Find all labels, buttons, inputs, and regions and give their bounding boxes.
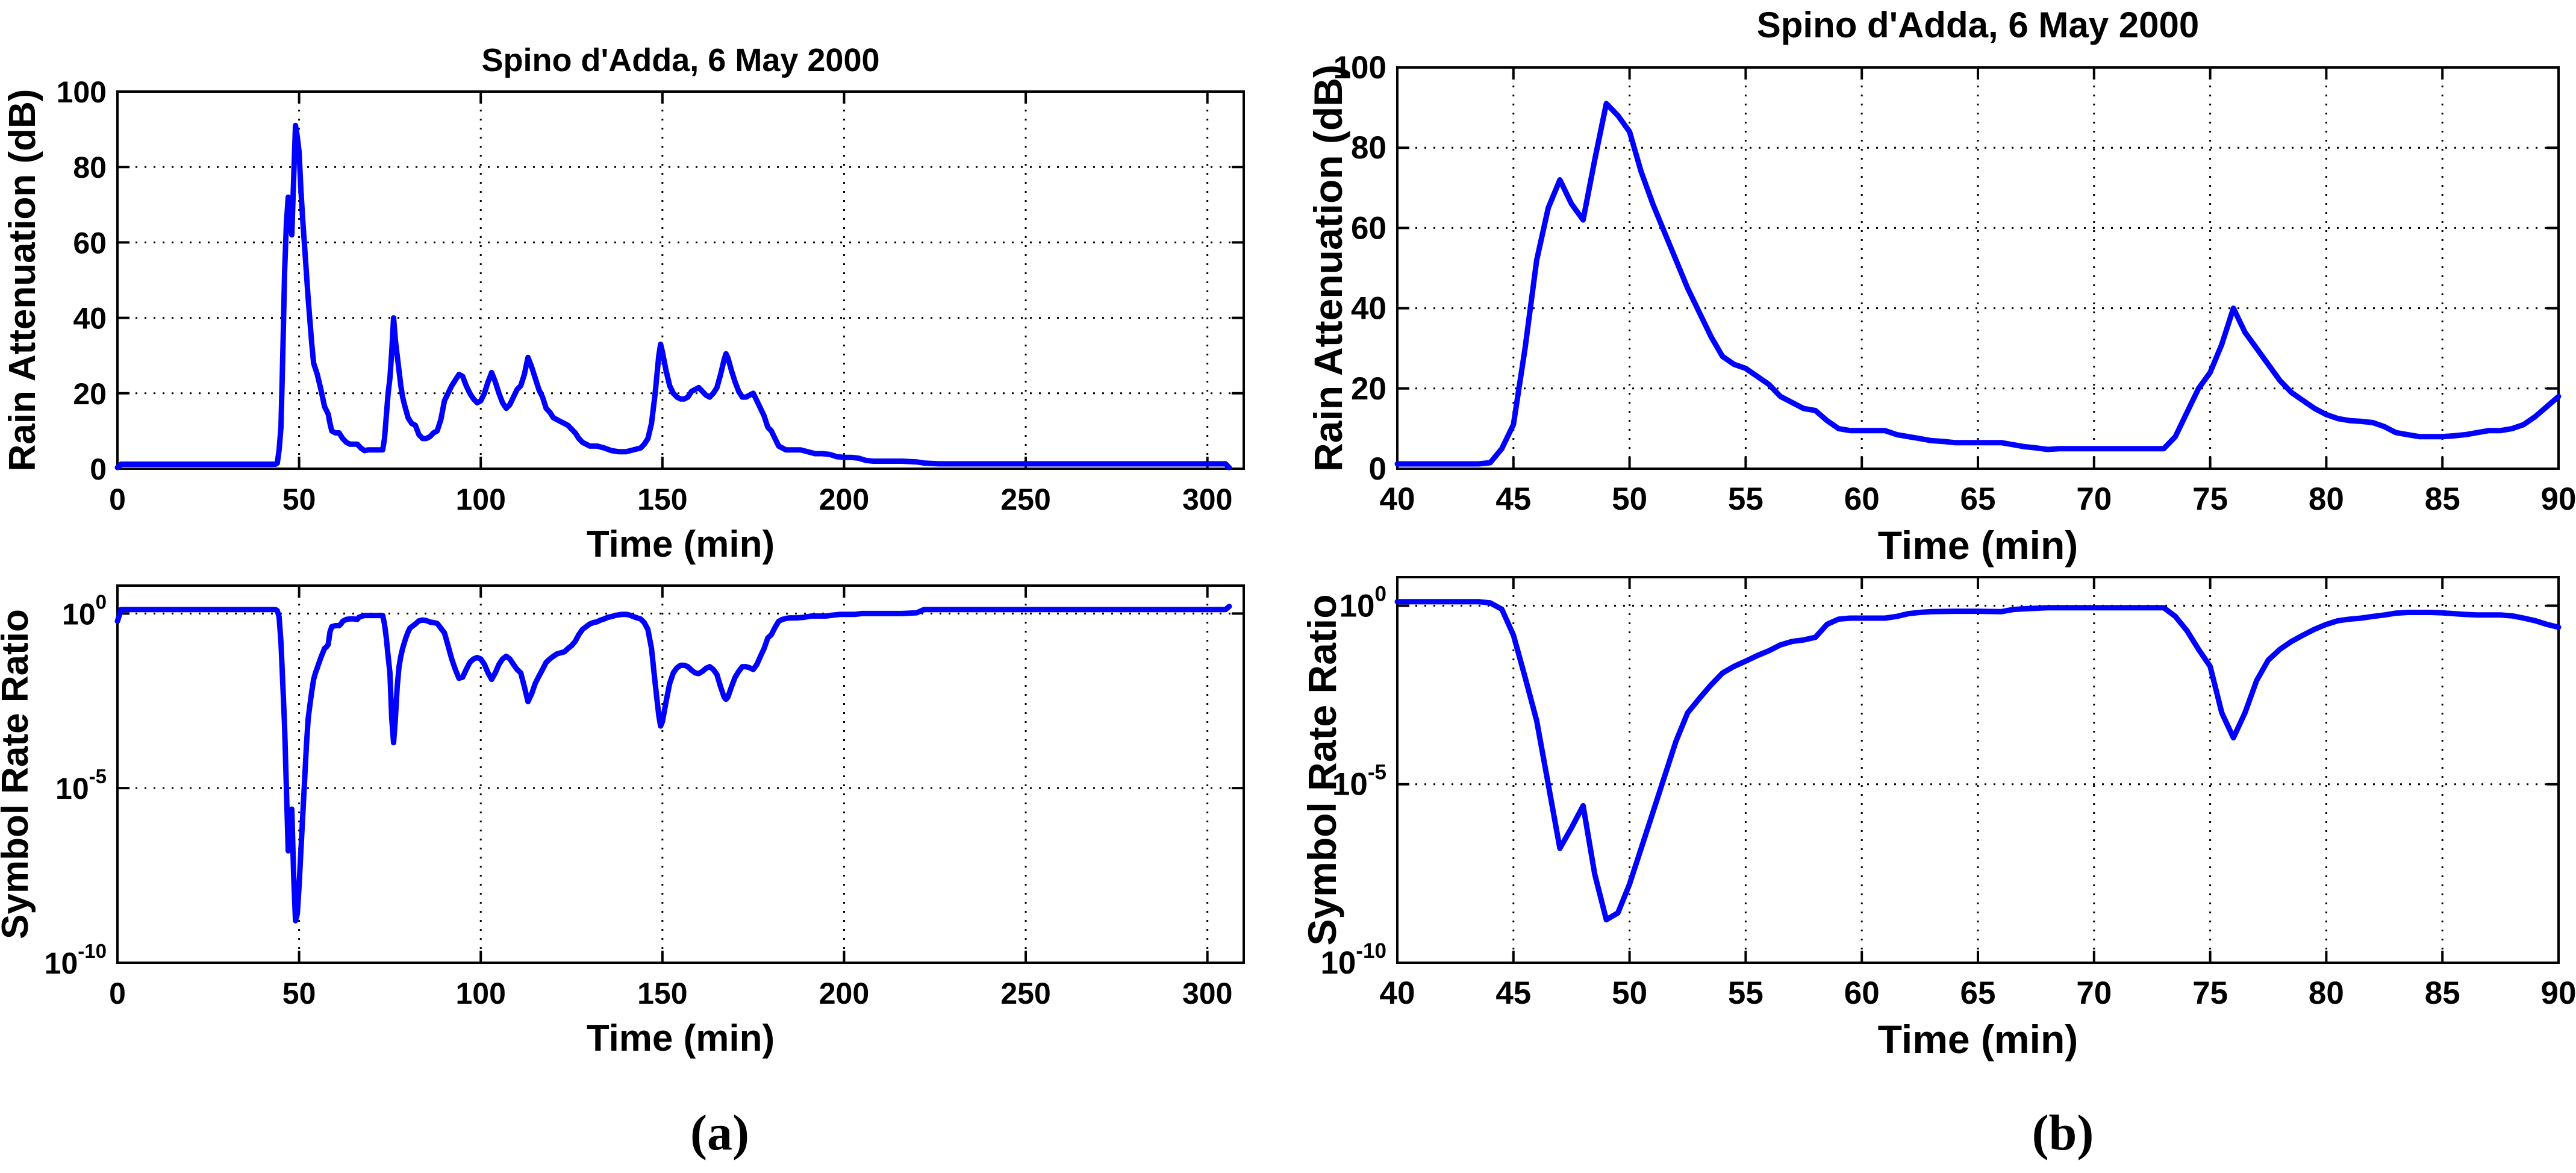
x-tick-label: 70: [2076, 481, 2112, 517]
y-tick-label: 100: [62, 590, 107, 631]
x-tick-label: 70: [2076, 975, 2112, 1011]
x-tick-label: 200: [819, 483, 869, 516]
x-tick-label: 300: [1182, 977, 1232, 1010]
y-tick-label: 20: [73, 377, 107, 411]
y-tick-label: 0: [1369, 451, 1386, 487]
y-tick-label: 20: [1351, 371, 1386, 407]
y-tick-label: 100: [57, 75, 107, 109]
x-tick-label: 60: [1844, 975, 1880, 1011]
attenuation-full-chart: 0 50 100 150 200 250 300 0 20 40 60 80 100 Spino d'Ad…: [2, 42, 1245, 565]
x-tick-label: 75: [2192, 975, 2228, 1011]
y-tick-label: 10-10: [45, 940, 107, 980]
x-tick-label: 85: [2425, 481, 2460, 517]
caption-b: (b): [2032, 1105, 2094, 1161]
y-axis-label: Rain Attenuation (dB): [2, 89, 43, 472]
x-tick-label: 80: [2309, 481, 2344, 517]
x-tick-label: 55: [1728, 975, 1764, 1011]
x-axis-label: Time (min): [587, 1018, 775, 1059]
x-tick-label: 0: [109, 977, 126, 1010]
x-tick-label: 250: [1000, 483, 1050, 516]
x-tick-label: 0: [109, 483, 126, 516]
y-tick-label: 40: [73, 302, 107, 336]
attenuation-zoom-data-line: [1394, 101, 2562, 467]
x-tick-label: 65: [1960, 975, 1996, 1011]
y-tick-label: 60: [1351, 210, 1386, 246]
chart-title: Spino d'Adda, 6 May 2000: [1757, 5, 2199, 45]
x-tick-label: 50: [282, 483, 316, 516]
caption-a: (a): [690, 1105, 749, 1161]
attenuation-zoom-chart: 40 45 50 55 60 65 70 75 80 85 90 0 20 40 60 80 100 Spino …: [1306, 5, 2576, 568]
y-tick-label: 80: [1351, 130, 1386, 166]
x-tick-label: 40: [1380, 481, 1415, 517]
x-tick-label: 45: [1495, 481, 1531, 517]
x-tick-label: 65: [1960, 481, 1996, 517]
x-tick-label: 45: [1495, 975, 1531, 1011]
x-axis-label: Time (min): [1878, 523, 2078, 568]
axes-box: [1396, 576, 2560, 964]
x-axis-label: Time (min): [587, 524, 775, 565]
x-tick-label: 150: [637, 483, 687, 516]
x-tick-label: 200: [819, 977, 869, 1010]
x-tick-label: 60: [1844, 481, 1880, 517]
x-tick-label: 50: [1612, 975, 1647, 1011]
x-tick-label: 250: [1000, 977, 1050, 1010]
x-tick-label: 150: [637, 977, 687, 1010]
y-tick-label: 10-5: [1332, 761, 1386, 802]
y-tick-label: 100: [1339, 582, 1386, 624]
y-tick-label: 100: [1333, 50, 1386, 86]
y-axis-label: Symbol Rate Ratio: [0, 609, 36, 939]
x-tick-label: 100: [456, 483, 506, 516]
x-tick-label: 40: [1380, 975, 1415, 1011]
x-tick-label: 90: [2541, 481, 2576, 517]
ratio-zoom-data-line: [1394, 599, 2562, 923]
y-tick-label: 0: [90, 452, 107, 486]
y-tick-label: 80: [73, 151, 107, 184]
axes-box: [116, 584, 1245, 964]
x-tick-label: 55: [1728, 481, 1764, 517]
axes-box: [116, 90, 1245, 470]
attenuation-full-data-line: [114, 122, 1232, 471]
y-tick-label: 10-10: [1320, 939, 1386, 981]
x-tick-label: 90: [2541, 975, 2576, 1011]
x-tick-label: 50: [282, 977, 316, 1010]
x-axis-label: Time (min): [1878, 1017, 2078, 1062]
x-tick-label: 50: [1612, 481, 1647, 517]
ratio-full-data-line: [114, 604, 1232, 924]
chart-title: Spino d'Adda, 6 May 2000: [481, 42, 879, 78]
x-tick-label: 100: [456, 977, 506, 1010]
x-tick-label: 75: [2192, 481, 2228, 517]
y-tick-label: 60: [73, 226, 107, 260]
y-tick-label: 40: [1351, 291, 1386, 327]
ratio-full-chart: 0 50 100 150 200 250 300 100 10-5 10-10 Time (min)…: [0, 584, 1245, 1059]
y-tick-label: 10-5: [55, 765, 107, 805]
axes-box: [1396, 66, 2560, 470]
y-axis-label: Symbol Rate Ratio: [1300, 594, 1344, 945]
x-tick-label: 300: [1182, 483, 1232, 516]
y-axis-label: Rain Attenuation (dB): [1306, 64, 1350, 472]
ratio-zoom-chart: 40 45 50 55 60 65 70 75 80 85 90 100 10-5 10-10 Time (…: [1300, 576, 2576, 1062]
x-tick-label: 80: [2309, 975, 2344, 1011]
x-tick-label: 85: [2425, 975, 2460, 1011]
